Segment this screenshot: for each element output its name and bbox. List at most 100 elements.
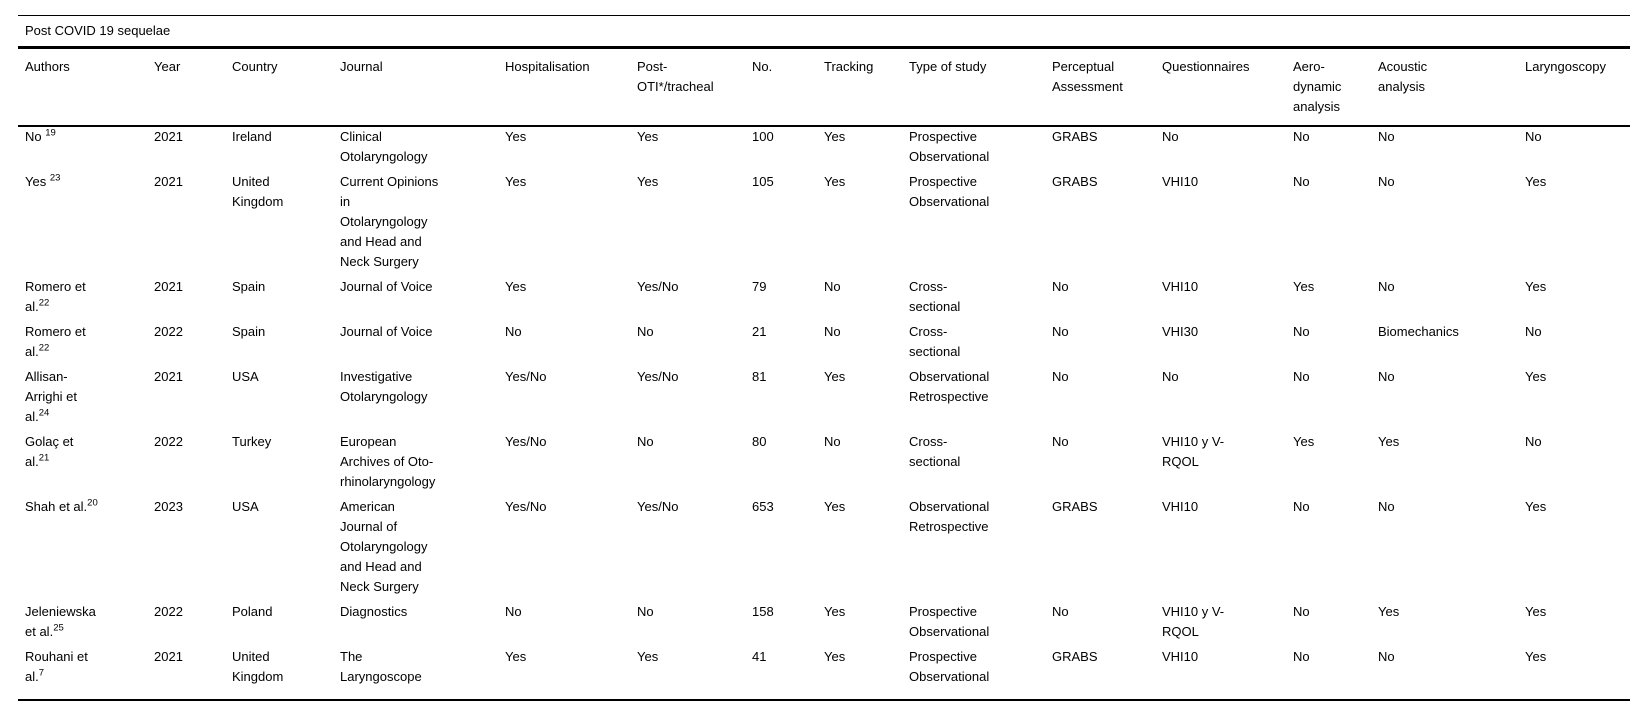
cell-perceptual_assessment: No	[1052, 604, 1069, 619]
cell-type_of_study: Observational Retrospective	[909, 369, 990, 404]
cell-type_of_study: Prospective Observational	[909, 129, 990, 164]
cell-year: 2021	[154, 129, 183, 144]
cell-year: 2023	[154, 499, 183, 514]
author-text: Shah et al.	[25, 499, 88, 514]
cell-acoustic_analysis: Yes	[1378, 604, 1400, 619]
cell-questionnaires: No	[1162, 369, 1179, 384]
cell-post_oti: Yes/No	[637, 369, 679, 384]
cell-journal: American Journal of Otolaryngology and H…	[340, 499, 428, 594]
cell-no: 41	[752, 647, 824, 701]
cell-post_oti: Yes/No	[637, 279, 679, 294]
column-header-perceptual_assessment: Perceptual Assessment	[1052, 47, 1162, 127]
author-text: Yes	[25, 174, 50, 189]
cell-authors: No 19	[18, 126, 154, 172]
cell-no: 100	[752, 129, 774, 144]
cell-perceptual_assessment: GRABS	[1052, 499, 1098, 514]
cell-perceptual_assessment: No	[1052, 279, 1069, 294]
post-covid-sequelae-table: Post COVID 19 sequelae Authors Year Countr…	[18, 15, 1630, 701]
table-row: Rouhani et al.7 2021 United Kingdom The Lar…	[18, 647, 1630, 701]
column-header-hospitalisation: Hospitalisation	[505, 47, 637, 127]
cell-type_of_study: Prospective Observational	[909, 647, 1052, 701]
table-body: No 19 2021 Ireland Clinical Otolaryngology Y…	[18, 126, 1630, 701]
cell-perceptual_assessment: GRABS	[1052, 129, 1098, 144]
table-row: Shah et al.20 2023 USA American Journal of …	[18, 497, 1630, 602]
cell-country: USA	[232, 369, 259, 384]
cell-acoustic_analysis: Yes	[1378, 434, 1400, 449]
table-row: Golaç et al.21 2022 Turkey European Archive…	[18, 432, 1630, 497]
cell-year: 2021	[154, 369, 183, 384]
cell-laryngoscopy: Yes	[1525, 499, 1547, 514]
cell-hospitalisation: Yes/No	[505, 499, 547, 514]
cell-post_oti: No	[637, 324, 654, 339]
cell-hospitalisation: No	[505, 604, 522, 619]
cell-authors: Rouhani et al.7	[18, 647, 154, 701]
cell-year: 2022	[154, 604, 183, 619]
cell-acoustic_analysis: No	[1378, 129, 1395, 144]
author-text: Rouhani et al.	[25, 649, 88, 684]
author-text: Romero et al.	[25, 279, 86, 314]
column-header-year: Year	[154, 47, 232, 127]
cell-acoustic_analysis: No	[1378, 499, 1395, 514]
cell-questionnaires: VHI10 y V-RQOL	[1162, 434, 1225, 469]
cell-perceptual_assessment: No	[1052, 324, 1069, 339]
reference-superscript: 23	[49, 172, 61, 184]
cell-post_oti: No	[637, 604, 654, 619]
reference-superscript: 22	[38, 342, 50, 354]
cell-laryngoscopy: Yes	[1525, 604, 1547, 619]
reference-superscript: 22	[38, 297, 50, 309]
author-text: Romero et al.	[25, 324, 86, 359]
cell-tracking: Yes	[824, 129, 846, 144]
cell-questionnaires: VHI10	[1162, 499, 1199, 514]
reference-superscript: 21	[38, 452, 50, 464]
cell-journal: Diagnostics	[340, 604, 408, 619]
cell-no: 80	[752, 434, 767, 449]
cell-acoustic_analysis: No	[1378, 279, 1395, 294]
column-header-no: No.	[752, 47, 824, 127]
cell-year: 2022	[154, 324, 183, 339]
cell-country: United Kingdom	[232, 174, 284, 209]
cell-hospitalisation: Yes/No	[505, 369, 547, 384]
author-text: Jeleniewska et al.	[25, 604, 96, 639]
cell-questionnaires: VHI10	[1162, 647, 1293, 701]
cell-post_oti: Yes	[637, 129, 659, 144]
cell-authors: Yes 23	[18, 172, 154, 277]
cell-country: Poland	[232, 604, 273, 619]
header-row: Authors Year Country Journal Hospitalisation…	[18, 47, 1630, 127]
cell-country: Spain	[232, 324, 266, 339]
column-header-authors: Authors	[18, 47, 154, 127]
cell-authors: Jeleniewska et al.25	[18, 602, 154, 647]
cell-journal: Current Opinions in Otolaryngology and H…	[340, 174, 439, 269]
reference-superscript: 25	[53, 622, 64, 634]
reference-superscript: 24	[38, 407, 50, 419]
cell-country: Ireland	[232, 129, 272, 144]
cell-journal: Clinical Otolaryngology	[340, 129, 428, 164]
cell-hospitalisation: Yes	[505, 174, 527, 189]
reference-superscript: 20	[87, 497, 98, 509]
cell-year: 2022	[154, 434, 183, 449]
cell-acoustic_analysis: No	[1378, 647, 1525, 701]
cell-perceptual_assessment: GRABS	[1052, 174, 1098, 189]
table-row: No 19 2021 Ireland Clinical Otolaryngology Y…	[18, 126, 1630, 172]
cell-no: 158	[752, 604, 774, 619]
cell-questionnaires: VHI10 y V-RQOL	[1162, 604, 1225, 639]
cell-questionnaires: VHI30	[1162, 324, 1199, 339]
cell-aerodynamic_analysis: No	[1293, 499, 1310, 514]
cell-journal: Journal of Voice	[340, 279, 433, 294]
cell-authors: Romero et al.22	[18, 277, 154, 322]
cell-year: 2021	[154, 279, 183, 294]
table-row: Allisan-Arrighi et al.24 2021 USA Investiga…	[18, 367, 1630, 432]
cell-type_of_study: Prospective Observational	[909, 174, 990, 209]
cell-no: 105	[752, 174, 774, 189]
cell-laryngoscopy: Yes	[1525, 279, 1547, 294]
reference-superscript: 7	[38, 667, 45, 679]
cell-questionnaires: VHI10	[1162, 174, 1199, 189]
column-header-type_of_study: Type of study	[909, 47, 1052, 127]
cell-journal: European Archives of Oto-rhinolaryngolog…	[340, 434, 436, 489]
cell-laryngoscopy: No	[1525, 324, 1542, 339]
cell-tracking: Yes	[824, 604, 846, 619]
cell-journal: Journal of Voice	[340, 324, 433, 339]
cell-no: 81	[752, 369, 767, 384]
cell-acoustic_analysis: No	[1378, 174, 1395, 189]
cell-aerodynamic_analysis: No	[1293, 174, 1310, 189]
